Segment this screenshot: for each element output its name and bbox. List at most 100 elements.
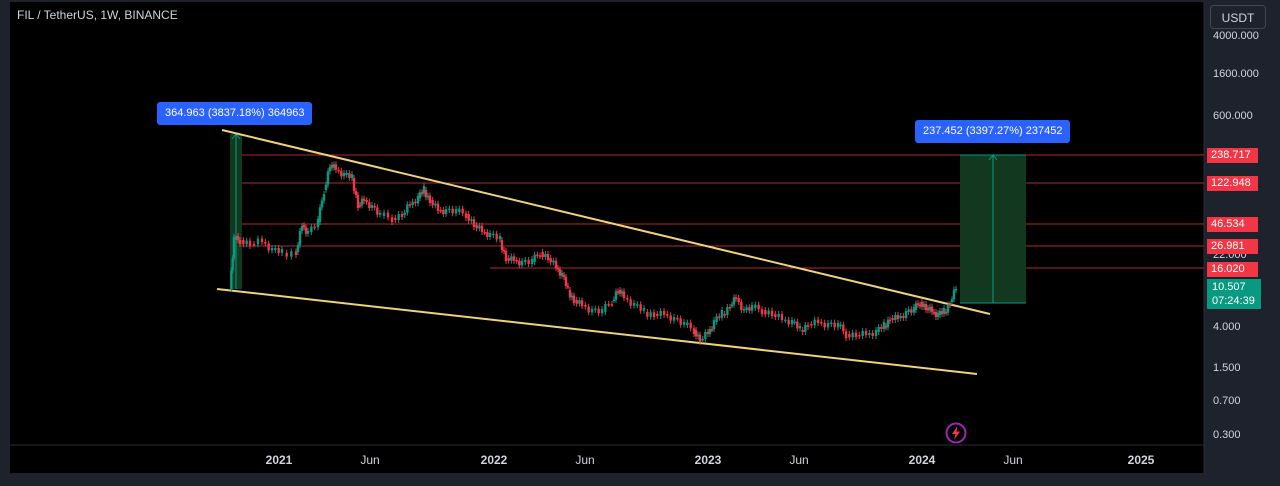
- right-measure-range[interactable]: [960, 154, 1026, 304]
- candle-body: [952, 289, 956, 300]
- candle-body: [839, 324, 842, 327]
- candle-body: [549, 258, 552, 263]
- candle-body: [922, 304, 926, 307]
- level-badge: 16.020: [1207, 262, 1258, 277]
- candle-body: [899, 316, 902, 318]
- measure-label-left[interactable]: 364.963 (3837.18%) 364963: [157, 102, 313, 125]
- price-tick: 0.300: [1213, 429, 1241, 441]
- candle-body: [256, 238, 260, 245]
- candle-body: [760, 309, 764, 314]
- candle-body: [816, 319, 820, 323]
- candle-body: [562, 275, 566, 277]
- candle-body: [498, 236, 502, 240]
- candle-body: [587, 306, 590, 313]
- price-tick: 1.500: [1213, 362, 1241, 374]
- candle-body: [798, 326, 802, 329]
- candle-body: [524, 260, 527, 262]
- candle-body: [500, 240, 504, 250]
- candle-body: [570, 295, 574, 298]
- candle-body: [902, 316, 905, 318]
- candle-body: [451, 208, 454, 214]
- candle-body: [737, 298, 740, 302]
- candle-body: [431, 200, 434, 206]
- candle-body: [618, 290, 622, 294]
- lower-trendline[interactable]: [216, 288, 978, 375]
- level-lines[interactable]: [232, 154, 1204, 269]
- candle-body: [475, 225, 478, 229]
- candle-body: [652, 312, 656, 317]
- candle-body: [454, 209, 458, 214]
- candle-body: [546, 254, 550, 260]
- candle-body: [300, 226, 304, 231]
- candle-body: [882, 322, 886, 329]
- candle-body: [492, 233, 495, 236]
- candle-body: [820, 322, 823, 324]
- time-tick: 2021: [265, 453, 293, 467]
- candle-body: [442, 210, 445, 214]
- candle-body: [636, 304, 639, 306]
- candle-body: [732, 297, 736, 305]
- candle-body: [556, 268, 560, 270]
- upper-trendline[interactable]: [221, 129, 991, 315]
- candle-body: [394, 218, 397, 220]
- candle-body: [932, 312, 936, 314]
- candle-body: [938, 311, 942, 315]
- candle-body: [858, 335, 861, 337]
- candle-body: [370, 205, 374, 208]
- candle-body: [926, 308, 930, 311]
- candle-body: [416, 196, 420, 204]
- candle-body: [368, 202, 371, 208]
- candle-body: [950, 299, 954, 302]
- candle-body: [515, 260, 518, 262]
- candlestick-series: [230, 161, 958, 345]
- candle-body: [348, 173, 351, 178]
- candle-body: [248, 240, 252, 246]
- candle-body: [518, 260, 521, 266]
- candle-body: [604, 304, 607, 312]
- candle-body: [400, 214, 404, 217]
- candle-body: [420, 192, 424, 194]
- candle-body: [907, 309, 910, 312]
- candle-body: [426, 195, 430, 198]
- candle-body: [607, 304, 610, 306]
- candle-body: [575, 300, 578, 304]
- candle-body: [382, 212, 386, 216]
- candle-body: [682, 322, 686, 325]
- symbol-title[interactable]: FIL / TetherUS, 1W, BINANCE: [17, 8, 178, 22]
- candle-body: [740, 302, 743, 310]
- candle-body: [594, 308, 597, 311]
- candle-body: [694, 330, 698, 337]
- candle-body: [757, 304, 760, 310]
- price-tick: 4000.000: [1213, 30, 1259, 42]
- candle-body: [538, 255, 542, 257]
- price-tick: 0.700: [1213, 395, 1241, 407]
- candle-body: [767, 310, 770, 315]
- candle-body: [480, 225, 484, 232]
- currency-button[interactable]: USDT: [1210, 5, 1266, 29]
- candle-body: [424, 190, 428, 198]
- candle-body: [313, 226, 316, 229]
- candle-body: [478, 225, 481, 229]
- candle-body: [864, 331, 868, 335]
- candle-body: [748, 307, 751, 311]
- candle-body: [944, 312, 948, 314]
- bolt-icon[interactable]: [945, 422, 967, 444]
- candle-body: [345, 173, 348, 175]
- candle-body: [467, 214, 470, 221]
- candle-body: [234, 236, 238, 240]
- candle-body: [231, 258, 234, 271]
- candle-body: [912, 307, 916, 313]
- candle-body: [774, 314, 777, 317]
- measure-label-right[interactable]: 237.452 (3397.27%) 237452: [915, 120, 1071, 143]
- candle-body: [564, 277, 568, 286]
- time-tick: 2023: [694, 453, 722, 467]
- candle-body: [332, 164, 336, 168]
- candle-body: [629, 299, 632, 306]
- candle-body: [414, 201, 417, 204]
- candle-body: [698, 334, 702, 342]
- candle-body: [948, 304, 952, 306]
- candle-body: [350, 174, 354, 178]
- price-tick: 600.000: [1213, 110, 1253, 122]
- candle-body: [940, 311, 944, 314]
